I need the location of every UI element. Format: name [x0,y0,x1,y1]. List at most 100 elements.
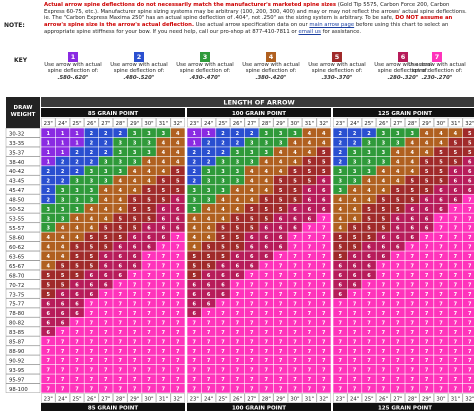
spine-cell [462,336,474,346]
spine-cell [347,166,362,176]
spine-cell-label: 7 [104,349,108,355]
spine-cell [316,194,331,204]
spine-cell-label: 4 [133,188,137,194]
spine-cell-label: 5 [264,197,268,203]
spine-cell [216,336,230,346]
spine-cell-label: 6 [367,264,371,270]
spine-cell [273,194,288,204]
spine-cell-label: 3 [118,141,122,147]
spine-cell [273,270,288,280]
spine-cell-label: 7 [147,377,151,383]
spine-cell-label: 7 [90,330,94,336]
spine-cell [170,241,185,251]
spine-cell [376,194,391,204]
spine-cell-label: 7 [162,368,166,374]
spine-cell-label: 3 [207,169,211,175]
spine-cell-label: 7 [133,349,137,355]
spine-cell [273,185,288,194]
spine-cell [170,260,185,270]
spine-cell [244,327,259,336]
spine-cell [98,327,113,336]
spine-cell [448,251,463,261]
spine-cell-label: 7 [338,320,342,326]
spine-cell-label: 7 [367,377,371,383]
spine-cell-label: 6 [454,188,458,194]
spine-cell [187,128,202,138]
spine-cell-label: 7 [176,254,180,260]
spine-cell [156,137,171,147]
email-us-link[interactable]: email us [298,28,321,35]
spine-cell [244,166,259,176]
spine-cell [113,364,128,374]
spine-cell-label: 7 [338,301,342,307]
spine-cell-label: 7 [454,358,458,364]
spine-cell [156,336,171,346]
draw-weight-cell [5,137,41,147]
spine-cell-label: 6 [250,245,254,251]
length-cell [405,393,420,403]
spine-cell [187,175,202,185]
spine-cell [288,289,302,299]
spine-cell-label: 7 [90,320,94,326]
spine-cell-label: 4 [61,245,65,251]
spine-cell-label: 7 [439,283,443,289]
spine-cell-label: 6 [454,178,458,184]
spine-cell [273,213,288,223]
spine-cell-label: 4 [367,197,371,203]
spine-cell [288,308,302,317]
spine-cell-label: 3 [382,150,386,156]
spine-cell-label: 6 [118,254,122,260]
key-range: .480-.520" [123,74,155,81]
spine-cell-label: 5 [162,188,166,194]
draw-weight-label: 33-35 [9,141,24,147]
spine-cell-label: 7 [338,349,342,355]
spine-cell-label: 3 [236,150,240,156]
length-cell [302,393,317,403]
spine-cell-label: 7 [133,320,137,326]
spine-cell [302,345,317,355]
spine-cell [113,194,128,204]
spine-cell [362,204,376,213]
spine-cell-label: 6 [250,235,254,241]
spine-cell-label: 5 [439,159,443,165]
key-swatch: 5 [332,52,342,62]
spine-cell-label: 6 [293,226,297,232]
spine-cell-label: 5 [46,273,50,279]
spine-cell [127,156,142,166]
length-label: 28" [116,396,125,402]
spine-cell-label: 7 [367,387,371,393]
spine-cell [259,156,274,166]
draw-weight-label: 95-97 [9,377,24,383]
spine-cell-label: 7 [118,283,122,289]
spine-cell [347,327,362,336]
spine-cell-label: 1 [192,141,196,147]
spine-cell-label: 5 [192,273,196,279]
length-label: 28" [262,396,271,402]
spine-cell [230,194,245,204]
spine-cell [448,232,463,242]
spine-cell [70,374,84,384]
spine-cell-label: 6 [425,197,429,203]
spine-cell-label: 7 [90,377,94,383]
spine-cell [448,279,463,289]
spine-cell-label: 7 [308,377,312,383]
spine-cell [376,251,391,261]
main-arrow-page-link[interactable]: main arrow page [309,22,355,29]
spine-cell [113,289,128,299]
spine-cell-label: 3 [353,178,357,184]
spine-cell [113,156,128,166]
spine-cell [201,327,216,336]
spine-cell [273,137,288,147]
draw-weight-cell [5,269,41,280]
spine-cell-label: 5 [104,226,108,232]
spine-cell [41,175,56,185]
spine-cell [419,289,434,299]
spine-cell-label: 1 [46,159,50,165]
spine-cell [244,213,259,223]
spine-cell-label: 7 [250,311,254,317]
spine-cell-label: 5 [75,245,79,251]
spine-cell [448,147,463,157]
spine-cell-label: 7 [410,254,414,260]
spine-cell-label: 5 [338,245,342,251]
spine-cell [362,147,376,157]
